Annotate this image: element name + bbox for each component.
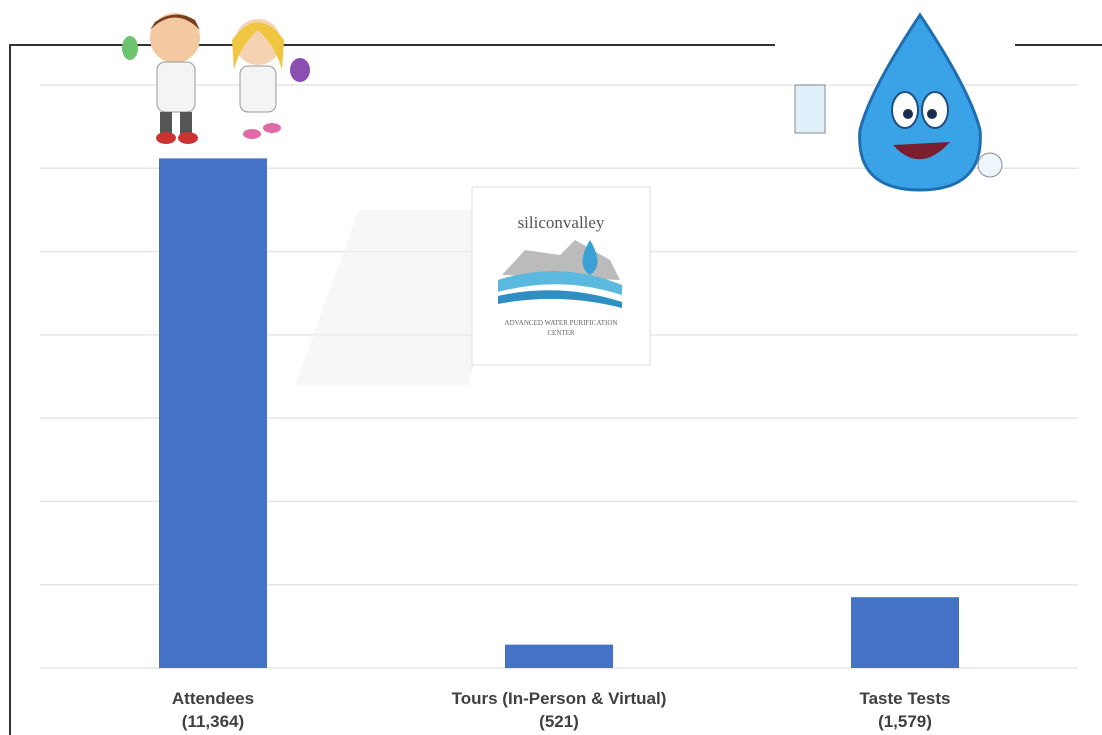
value-label: (1,579) [878,712,932,731]
logo-title: siliconvalley [518,213,605,232]
value-label: (11,364) [182,712,244,731]
bar [851,597,959,668]
bar [505,645,613,668]
logo-subtitle: ADVANCED WATER PURIFICATION CENTER [492,318,630,338]
value-label: (521) [539,712,579,731]
bar [159,158,267,668]
x-tick-label: Taste Tests [859,689,950,708]
x-tick-label: Attendees [172,689,254,708]
chart: siliconvalley ADVANCED WATER PURIFICATIO… [0,0,1102,735]
x-tick-label: Tours (In-Person & Virtual) [452,689,667,708]
logo-subtitle-box: ADVANCED WATER PURIFICATION CENTER [492,318,630,350]
